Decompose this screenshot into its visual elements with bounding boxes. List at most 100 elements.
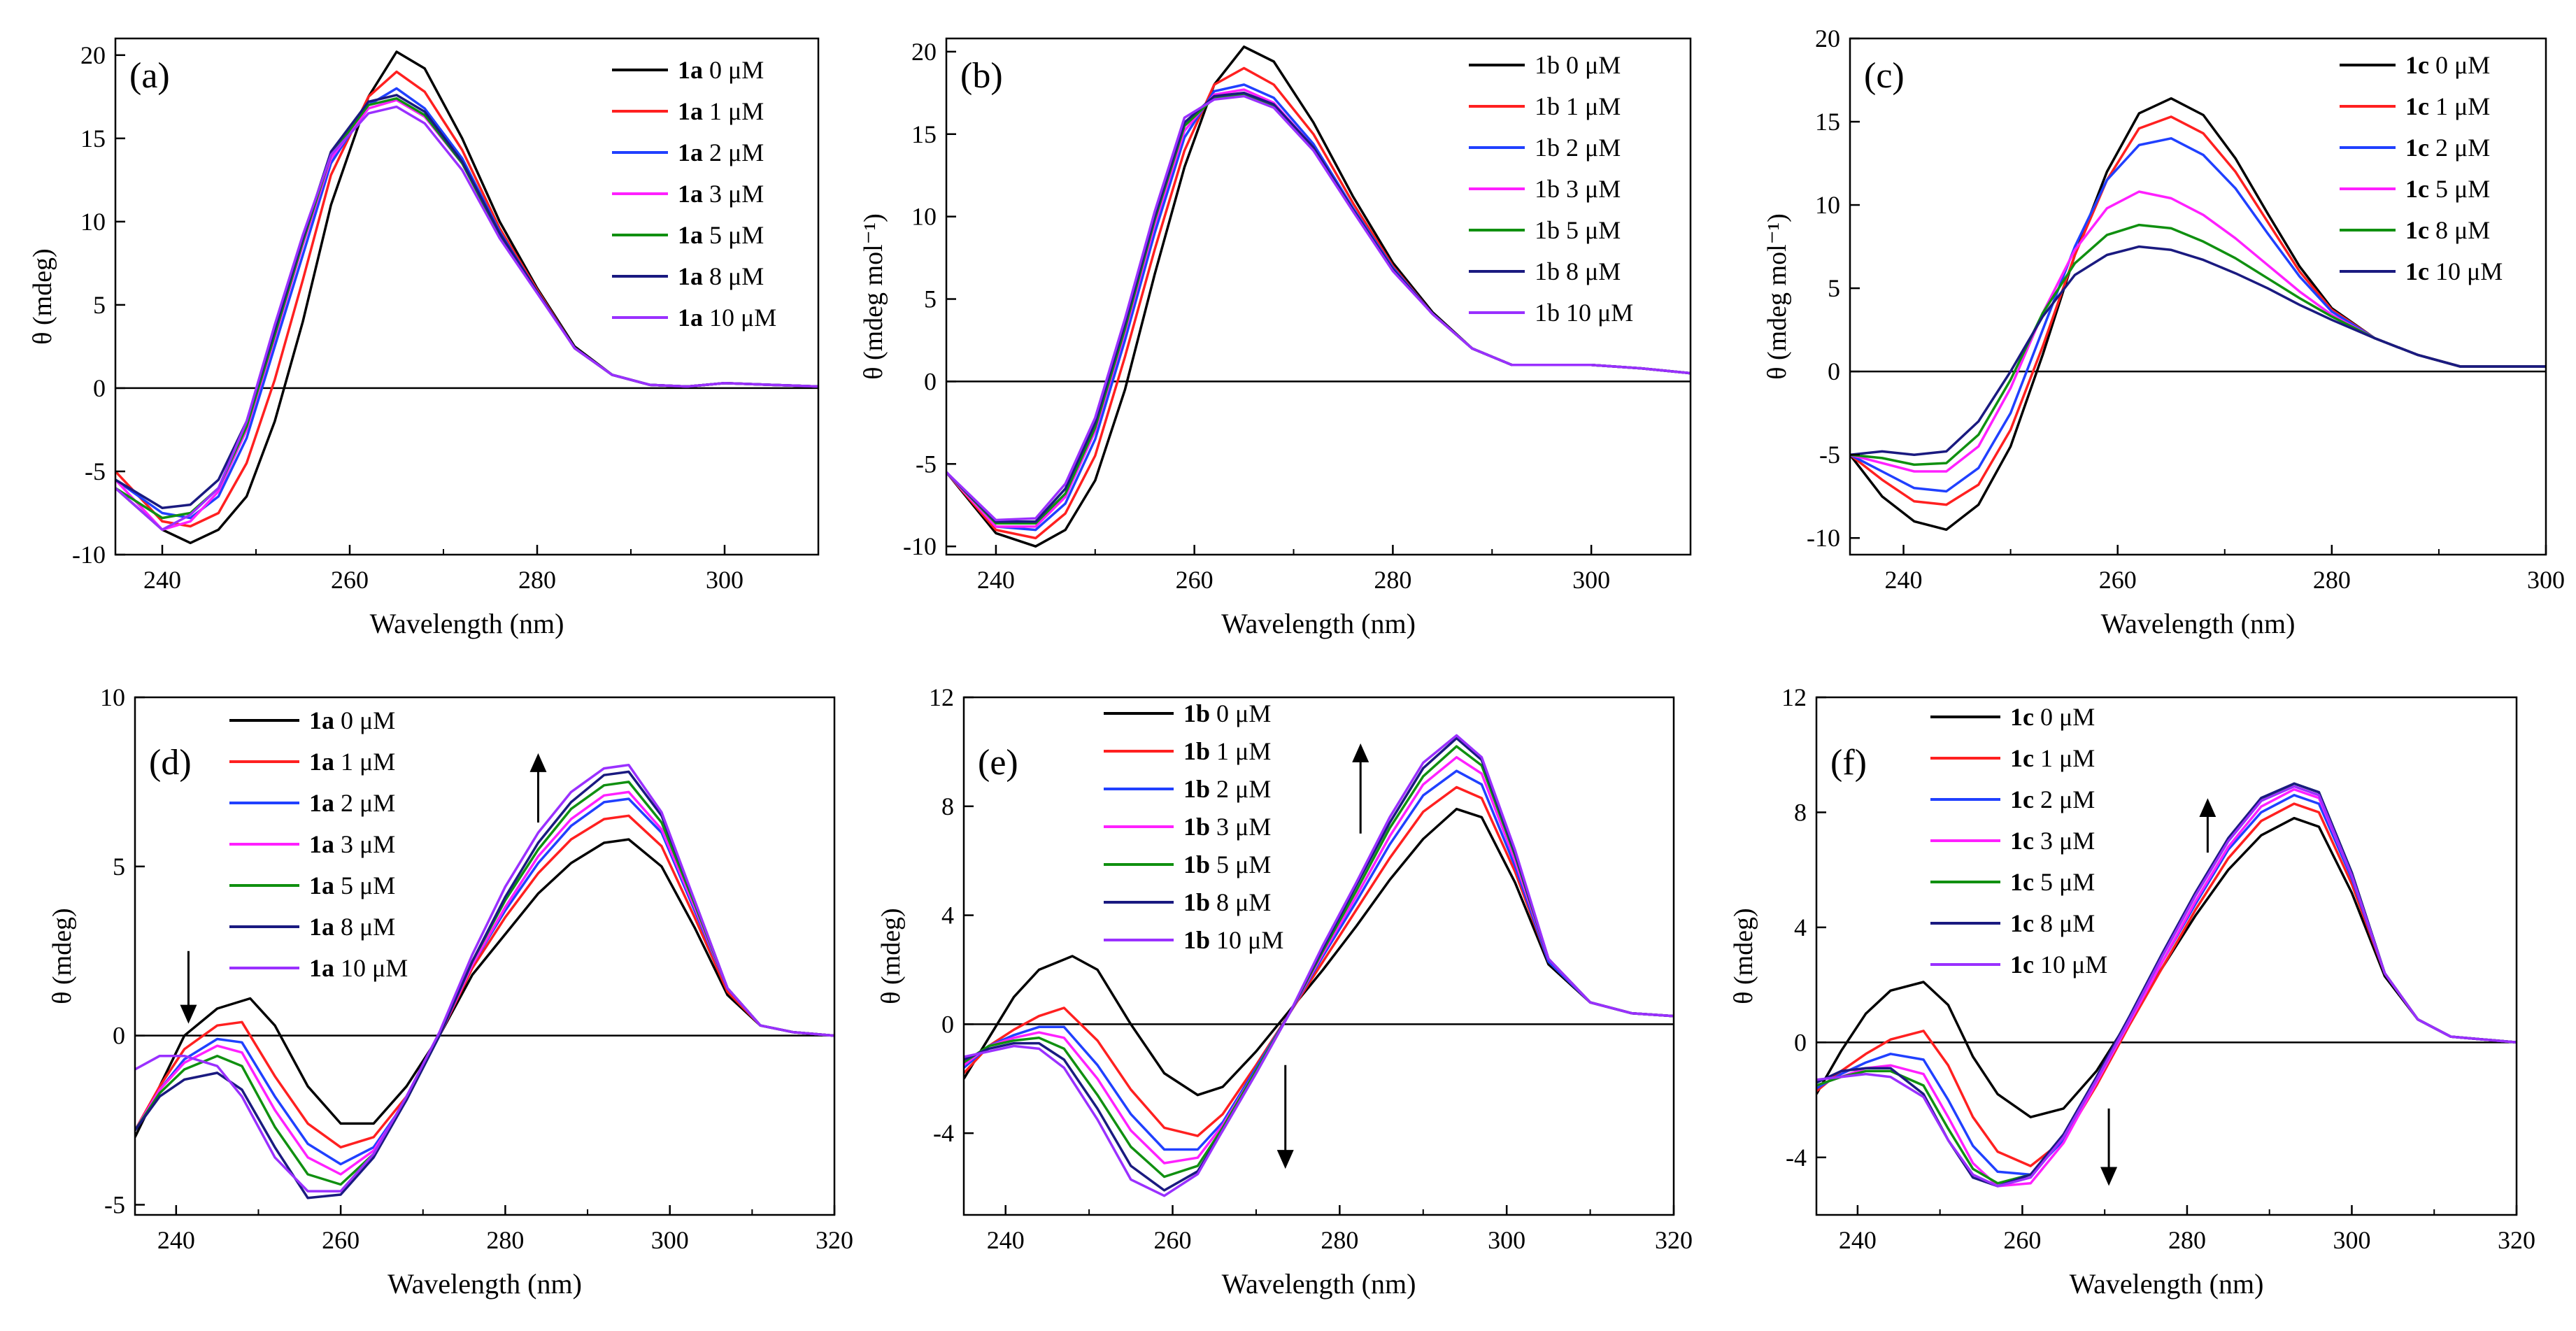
series-line-1a-1 bbox=[135, 814, 834, 1149]
x-axis-label: Wavelength (nm) bbox=[387, 1268, 582, 1300]
legend-entry: 1a 5 μM bbox=[678, 221, 764, 249]
chart-panel-d: 240 260 280 300 320 -5 0 5 10 Wavelength (nm) θ (m… bbox=[48, 683, 853, 1300]
legend-entry: 1b 0 μM bbox=[1183, 699, 1271, 727]
y-tick-label: 20 bbox=[1815, 24, 1840, 52]
series-line-1b-6 bbox=[964, 734, 1674, 1197]
legend-entry: 1c 0 μM bbox=[2405, 51, 2490, 79]
legend-entry: 1b 5 μM bbox=[1183, 850, 1271, 878]
legend-entry: 1c 5 μM bbox=[2010, 868, 2095, 896]
legend-entry: 1b 8 μM bbox=[1183, 888, 1271, 916]
legend-entry: 1b 2 μM bbox=[1183, 775, 1271, 803]
legend: 1c 0 μM 1c 1 μM 1c 2 μM 1c 5 μM 1c 8 μM 1c 10… bbox=[2340, 51, 2503, 285]
y-axis-label: θ (mdeg) bbox=[876, 908, 906, 1004]
y-tick-label: 8 bbox=[941, 792, 954, 820]
legend-entry: 1b 0 μM bbox=[1535, 51, 1621, 79]
legend-entry: 1a 0 μM bbox=[678, 56, 764, 84]
panel-label: (b) bbox=[960, 56, 1003, 96]
y-tick-label: 15 bbox=[1815, 108, 1840, 136]
y-tick-label: -4 bbox=[1786, 1144, 1807, 1172]
legend-entry: 1c 0 μM bbox=[2010, 703, 2095, 731]
y-tick-label: -5 bbox=[85, 457, 106, 485]
legend-entry: 1b 5 μM bbox=[1535, 216, 1621, 244]
legend-entry: 1b 10 μM bbox=[1535, 299, 1633, 327]
x-tick-label: 260 bbox=[1154, 1226, 1192, 1254]
series-line-1c-1 bbox=[1816, 802, 2517, 1167]
plot-frame bbox=[134, 696, 836, 1216]
x-tick-label: 260 bbox=[1176, 566, 1214, 594]
y-tick-label: -5 bbox=[1819, 441, 1840, 469]
y-tick-label: 12 bbox=[1781, 683, 1807, 711]
legend-entry: 1c 8 μM bbox=[2010, 909, 2095, 937]
legend-entry: 1b 1 μM bbox=[1535, 92, 1621, 120]
series-line-1a-0 bbox=[135, 838, 834, 1138]
y-tick-label: -10 bbox=[72, 541, 106, 569]
legend-entry: 1a 3 μM bbox=[309, 830, 395, 858]
plot-frame bbox=[114, 37, 820, 556]
legend-entry: 1a 1 μM bbox=[678, 97, 764, 125]
x-tick-label: 300 bbox=[706, 566, 743, 594]
series-line-1a-6 bbox=[135, 763, 834, 1193]
series-line-1a-2 bbox=[135, 797, 834, 1166]
y-tick-label: 5 bbox=[93, 291, 106, 319]
legend-entry: 1a 0 μM bbox=[309, 706, 395, 734]
legend-entry: 1a 5 μM bbox=[309, 871, 395, 899]
series-line-1a-3 bbox=[135, 790, 834, 1176]
y-tick-label: 0 bbox=[1794, 1028, 1807, 1056]
y-axis-label: θ (mdeg mol⁻¹) bbox=[1763, 213, 1792, 380]
legend-entry: 1a 10 μM bbox=[678, 304, 776, 332]
x-tick-label: 280 bbox=[486, 1226, 524, 1254]
legend-entry: 1a 8 μM bbox=[309, 913, 395, 941]
x-tick-label: 280 bbox=[518, 566, 556, 594]
x-axis-label: Wavelength (nm) bbox=[370, 608, 564, 639]
y-tick-label: 0 bbox=[941, 1010, 954, 1038]
legend-entry: 1b 1 μM bbox=[1183, 737, 1271, 765]
x-tick-label: 300 bbox=[2333, 1226, 2370, 1254]
series-line-1b-0 bbox=[946, 45, 1691, 548]
x-tick-label: 300 bbox=[1488, 1226, 1525, 1254]
chart-panel-e: 240 260 280 300 320 -4 0 4 8 12 Wavelength (nm) θ (… bbox=[876, 683, 1693, 1300]
legend-entry: 1c 10 μM bbox=[2405, 257, 2503, 285]
panel-label: (e) bbox=[978, 743, 1018, 783]
x-tick-label: 300 bbox=[1572, 566, 1610, 594]
x-tick-label: 240 bbox=[1839, 1226, 1877, 1254]
x-tick-label: 320 bbox=[1655, 1226, 1693, 1254]
panel-label: (c) bbox=[1864, 56, 1905, 96]
x-axis-label: Wavelength (nm) bbox=[1222, 1268, 1416, 1300]
y-tick-label: 4 bbox=[1794, 913, 1807, 941]
y-tick-label: 8 bbox=[1794, 798, 1807, 826]
y-tick-label: 0 bbox=[924, 367, 937, 395]
x-tick-label: 240 bbox=[977, 566, 1015, 594]
y-axis-label: θ (mdeg) bbox=[48, 908, 77, 1004]
x-tick-label: 260 bbox=[331, 566, 369, 594]
legend-entry: 1c 1 μM bbox=[2010, 744, 2095, 772]
legend-entry: 1c 2 μM bbox=[2405, 134, 2490, 162]
x-tick-label: 240 bbox=[987, 1226, 1025, 1254]
legend-entry: 1c 5 μM bbox=[2405, 175, 2490, 203]
y-tick-label: -5 bbox=[916, 450, 937, 478]
series-line-1c-6 bbox=[1816, 785, 2517, 1188]
x-axis-label: Wavelength (nm) bbox=[2070, 1268, 2264, 1300]
y-tick-label: -5 bbox=[104, 1190, 125, 1218]
panel-label: (d) bbox=[149, 743, 192, 783]
x-tick-label: 300 bbox=[651, 1226, 689, 1254]
x-tick-label: 240 bbox=[157, 1226, 195, 1254]
y-tick-label: 0 bbox=[93, 374, 106, 402]
x-tick-label: 260 bbox=[2099, 566, 2137, 594]
plot-frame bbox=[945, 37, 1692, 556]
legend-entry: 1a 8 μM bbox=[678, 262, 764, 290]
legend-entry: 1b 8 μM bbox=[1535, 257, 1621, 285]
y-tick-label: 5 bbox=[1828, 274, 1840, 302]
panel-label: (a) bbox=[129, 56, 170, 96]
legend-entry: 1c 3 μM bbox=[2010, 827, 2095, 855]
y-tick-label: 5 bbox=[113, 853, 125, 881]
y-tick-label: 15 bbox=[911, 120, 937, 148]
series-line-1b-6 bbox=[946, 94, 1691, 522]
legend-entry: 1a 10 μM bbox=[309, 954, 408, 982]
y-tick-label: 10 bbox=[1815, 191, 1840, 219]
x-tick-label: 280 bbox=[1374, 566, 1411, 594]
legend: 1a 0 μM 1a 1 μM 1a 2 μM 1a 3 μM 1a 5 μM 1a 8 … bbox=[229, 706, 408, 982]
series-line-1a-4 bbox=[135, 781, 834, 1186]
legend-entry: 1b 3 μM bbox=[1183, 813, 1271, 841]
y-tick-label: 15 bbox=[80, 124, 106, 152]
